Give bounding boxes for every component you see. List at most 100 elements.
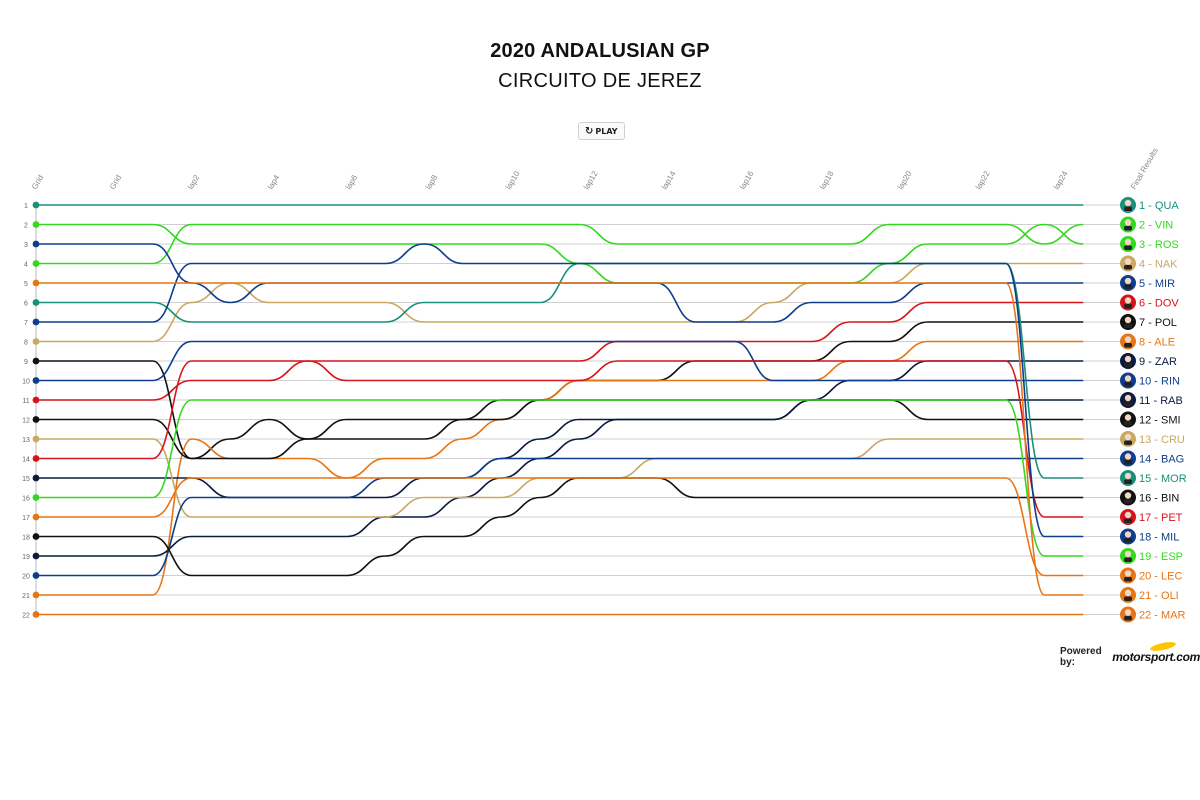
start-dot-pol — [32, 357, 40, 365]
final-result-mar: 22 - MAR — [1120, 606, 1186, 623]
rider-suit — [1124, 421, 1132, 426]
grid-position-label: 18 — [22, 535, 30, 542]
final-result-label: 4 - NAK — [1139, 259, 1178, 271]
start-dot-pet — [32, 455, 40, 462]
final-result-label: 14 - BAG — [1139, 454, 1184, 466]
start-dot-qua — [32, 201, 40, 209]
series-line-bin — [35, 477, 1084, 577]
series-lines — [35, 204, 1084, 616]
start-dot-ale — [32, 591, 40, 599]
grid-position-label: 19 — [22, 554, 30, 561]
rider-face — [1124, 550, 1132, 558]
rider-suit — [1124, 284, 1132, 289]
final-result-label: 9 - ZAR — [1139, 356, 1177, 368]
x-tick-label: lap18 — [818, 169, 836, 191]
final-result-cru: 13 - CRU — [1120, 431, 1185, 447]
series-line-mil — [36, 243, 1084, 538]
final-result-label: 3 - ROS — [1139, 239, 1179, 251]
rider-face — [1124, 609, 1132, 616]
series-line-pet — [36, 360, 1084, 518]
rider-suit — [1124, 226, 1132, 231]
rider-suit — [1124, 440, 1132, 445]
start-dot-dov — [32, 396, 40, 404]
grid-position-label: 17 — [22, 515, 30, 522]
final-result-label: 5 - MIR — [1139, 278, 1175, 290]
rider-face — [1124, 297, 1132, 304]
series-line-zar — [36, 360, 1084, 557]
rider-face — [1124, 531, 1132, 538]
powered-by-label: Powered by: — [1060, 646, 1102, 668]
final-result-esp: 19 - ESP — [1120, 548, 1183, 564]
start-dot-ros — [32, 221, 40, 228]
grid-position-label: 6 — [24, 301, 28, 308]
grid-lines — [36, 204, 1122, 615]
x-tick-label: lap2 — [186, 173, 202, 191]
grid-position-label: 9 — [24, 359, 28, 366]
start-dot-mir — [32, 240, 40, 248]
rider-suit — [1124, 518, 1132, 523]
final-result-label: 7 - POL — [1139, 317, 1177, 329]
x-tick-label: lap8 — [424, 173, 440, 191]
final-result-ale: 8 - ALE — [1120, 333, 1175, 350]
start-dot-mil — [32, 318, 40, 326]
start-dot-lec — [32, 513, 40, 521]
final-result-label: 16 - BIN — [1139, 493, 1179, 505]
rider-face — [1124, 589, 1132, 597]
start-dot-cru — [32, 435, 40, 443]
x-tick-label: lap22 — [974, 169, 992, 191]
rider-suit — [1124, 206, 1132, 211]
rider-suit — [1124, 616, 1132, 621]
rider-face — [1124, 238, 1132, 246]
x-tick-label: lap16 — [738, 169, 756, 191]
final-result-pol: 7 - POL — [1120, 314, 1177, 330]
motorsport-logo[interactable]: motorsport.com — [1112, 640, 1200, 664]
series-line-bag — [36, 457, 1084, 577]
final-result-smi: 12 - SMI — [1120, 411, 1181, 428]
start-dot-esp — [32, 494, 40, 501]
x-tick-label: Final Results — [1129, 146, 1160, 191]
start-dot-bag — [32, 572, 40, 579]
start-dot-rin — [32, 377, 40, 384]
grid-position-label: 14 — [22, 457, 30, 464]
rider-face — [1124, 355, 1132, 363]
grid-position-label: 7 — [24, 320, 28, 327]
x-tick-label: lap6 — [344, 173, 360, 191]
final-result-label: 8 - ALE — [1139, 337, 1175, 349]
series-line-dov — [36, 301, 1084, 401]
final-result-mil: 18 - MIL — [1120, 528, 1179, 545]
final-result-rab: 11 - RAB — [1120, 392, 1183, 408]
rider-suit — [1124, 304, 1132, 309]
footer: Powered by: motorsport.com — [1060, 640, 1200, 668]
final-result-label: 11 - RAB — [1139, 395, 1183, 407]
grid-position-label: 20 — [22, 574, 30, 581]
series-line-ros — [36, 223, 1084, 284]
final-result-bin: 16 - BIN — [1120, 489, 1179, 506]
rider-suit — [1124, 343, 1132, 348]
final-result-label: 20 - LEC — [1139, 571, 1182, 583]
rider-suit — [1124, 538, 1132, 543]
play-button[interactable]: ↻ PLAY — [578, 122, 625, 140]
x-tick-label: lap10 — [504, 169, 522, 191]
final-result-bag: 14 - BAG — [1120, 450, 1184, 467]
rider-face — [1124, 219, 1132, 226]
final-result-rin: 10 - RIN — [1120, 372, 1180, 389]
final-result-label: 10 - RIN — [1139, 376, 1180, 388]
final-result-label: 2 - VIN — [1139, 220, 1173, 232]
final-result-lec: 20 - LEC — [1120, 567, 1182, 584]
rider-suit — [1124, 362, 1132, 367]
final-result-label: 18 - MIL — [1139, 532, 1179, 544]
rider-suit — [1124, 265, 1132, 270]
rider-face — [1124, 414, 1132, 421]
rider-suit — [1124, 596, 1132, 601]
rider-face — [1124, 453, 1132, 460]
rider-suit — [1124, 382, 1132, 387]
final-result-label: 21 - OLI — [1139, 590, 1179, 602]
chart-title: 2020 ANDALUSIAN GP — [490, 40, 710, 62]
grid-position-label: 4 — [24, 262, 28, 269]
start-dot-bin — [32, 533, 40, 540]
start-dot-mar — [32, 611, 40, 618]
grid-position-label: 21 — [22, 593, 30, 600]
start-dot-oli — [32, 279, 40, 287]
grid-position-label: 12 — [22, 418, 30, 425]
